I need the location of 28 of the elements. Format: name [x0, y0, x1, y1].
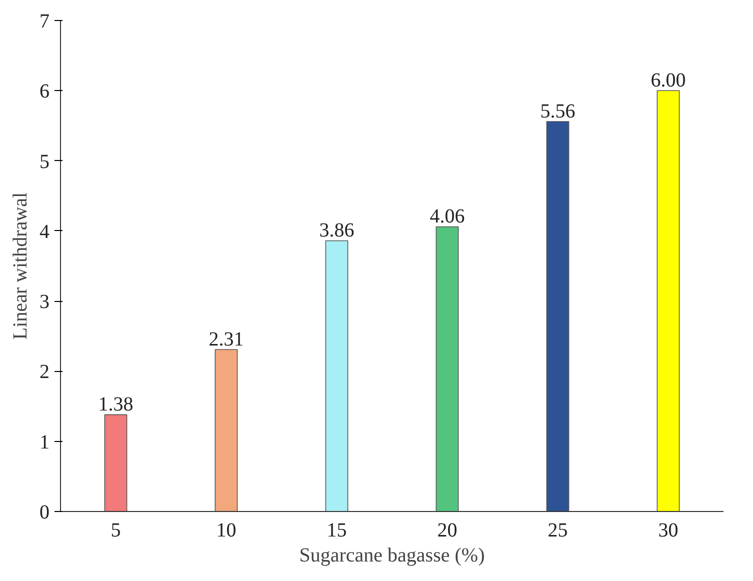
bar — [546, 121, 570, 512]
x-tick-label: 25 — [548, 520, 568, 542]
y-tick-label: 5 — [40, 150, 50, 173]
x-axis-title: Sugarcane bagasse (%) — [299, 544, 485, 566]
y-tick-label: 6 — [40, 80, 50, 103]
y-tick-label: 7 — [40, 10, 50, 32]
bar — [325, 240, 348, 512]
y-tick-label: 3 — [40, 291, 50, 314]
x-tick-label: 15 — [326, 520, 347, 542]
x-tick-label: 10 — [216, 520, 236, 542]
bar — [656, 90, 680, 512]
data-label: 2.31 — [208, 328, 244, 350]
data-label: 3.86 — [319, 220, 354, 242]
bar — [214, 349, 238, 512]
y-tick-label: 1 — [40, 431, 50, 454]
y-tick-label: 4 — [40, 220, 50, 243]
x-tick-label: 20 — [437, 520, 458, 542]
y-tick-label: 0 — [40, 502, 50, 524]
data-label: 6.00 — [650, 70, 686, 92]
bar — [104, 414, 128, 512]
y-tick-label: 2 — [40, 361, 50, 384]
data-label: 5.56 — [540, 100, 576, 123]
x-tick-label: 30 — [658, 520, 678, 542]
y-axis-title: Linear withdrawal — [10, 192, 32, 340]
x-tick-label: 5 — [110, 520, 121, 542]
data-label: 1.38 — [98, 394, 134, 416]
data-label: 4.06 — [430, 206, 465, 228]
bar — [436, 226, 459, 512]
